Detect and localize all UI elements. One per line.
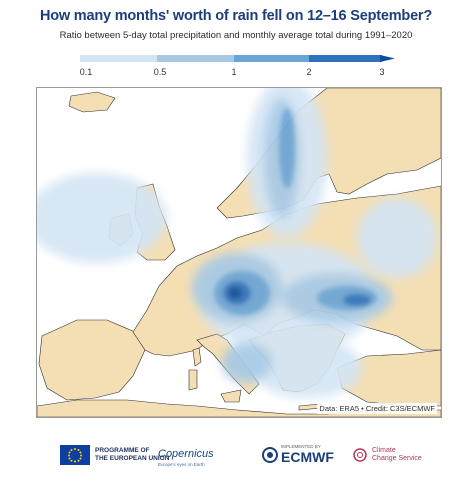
- legend-colorbar: [80, 53, 395, 63]
- legend-tick-1: 0.5: [153, 67, 167, 77]
- ecmwf-wordmark: ECMWF: [281, 448, 334, 465]
- land-iberia: [38, 319, 146, 401]
- legend-tick-3: 2: [306, 67, 312, 77]
- eu-flag-icon: [60, 445, 90, 465]
- legend-arrow: [380, 55, 395, 62]
- eu-logo: PROGRAMME OF THE EUROPEAN UNION: [60, 440, 169, 470]
- copernicus-wordmark: Copernicus: [158, 447, 214, 460]
- copernicus-logo: Copernicus Europe's eyes on Earth: [158, 440, 214, 470]
- color-legend: 0.1 0.5 1 2 3: [80, 53, 395, 81]
- map-canvas: [37, 88, 441, 417]
- c3s-line2: Change Service: [372, 455, 422, 462]
- ecmwf-logo: IMPLEMENTED BY ECMWF: [262, 440, 334, 470]
- rainfall-overlay: [37, 88, 437, 398]
- europe-map: Data: ERA5 • Credit: C3S/ECMWF: [36, 87, 442, 418]
- c3s-ring-icon: [353, 448, 367, 462]
- partner-logos: PROGRAMME OF THE EUROPEAN UNION Copernic…: [0, 440, 472, 480]
- ecmwf-mark-icon: [262, 447, 278, 463]
- legend-segment-3: [234, 55, 309, 62]
- copernicus-tagline: Europe's eyes on Earth: [158, 461, 205, 467]
- map-subtitle: Ratio between 5-day total precipitation …: [59, 30, 413, 41]
- eu-text-line2: THE EUROPEAN UNION: [95, 455, 170, 462]
- land-iceland: [68, 91, 116, 113]
- legend-segment-1: [80, 55, 157, 62]
- legend-tick-0: 0.1: [79, 67, 93, 77]
- legend-segment-2: [157, 55, 234, 62]
- land-sardinia: [188, 369, 198, 391]
- legend-segment-4: [309, 55, 382, 62]
- map-credit: Data: ERA5 • Credit: C3S/ECMWF: [317, 403, 437, 414]
- land-corsica: [192, 347, 202, 367]
- c3s-line1: Climate: [372, 447, 396, 454]
- land-anatolia: [336, 349, 441, 407]
- legend-tick-4: 3: [379, 67, 385, 77]
- land-sicily: [220, 389, 242, 403]
- ecmwf-implemented-by: IMPLEMENTED BY: [281, 443, 321, 449]
- eu-text-line1: PROGRAMME OF: [95, 447, 150, 454]
- land-north-africa: [37, 399, 441, 417]
- c3s-logo: Climate Change Service: [352, 440, 422, 470]
- map-title: How many months' worth of rain fell on 1…: [39, 8, 433, 24]
- legend-tick-2: 1: [231, 67, 237, 77]
